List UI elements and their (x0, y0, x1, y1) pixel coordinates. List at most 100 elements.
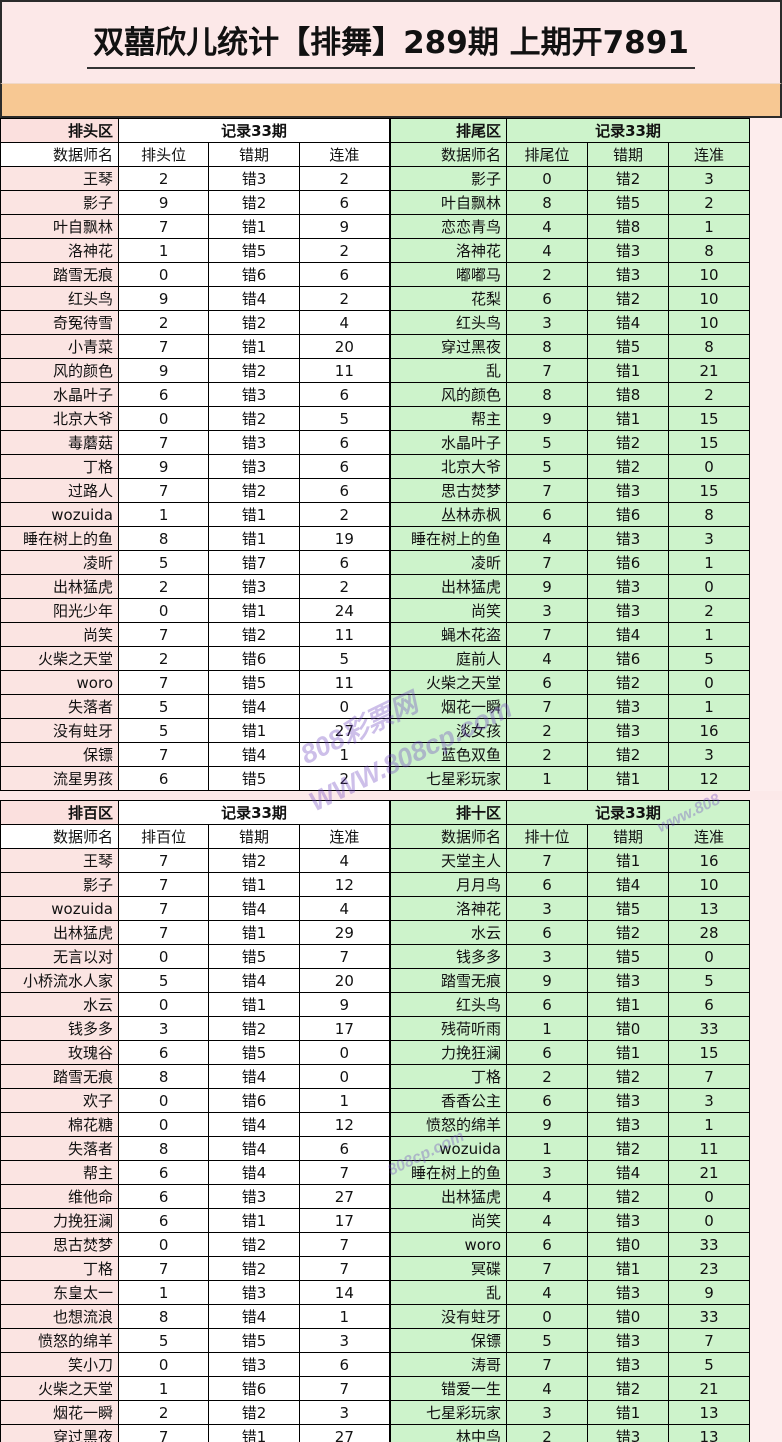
table-row[interactable]: 七星彩玩家 1 错1 12 (390, 766, 750, 791)
table-row[interactable]: 过路人 7 错2 6 (0, 478, 391, 503)
table-row[interactable]: 花梨 6 错2 10 (390, 286, 750, 311)
table-row[interactable]: 笑小刀 0 错3 6 (0, 1352, 391, 1377)
table-row[interactable]: 没有蛀牙 5 错1 27 (0, 718, 391, 743)
table-row[interactable]: 天堂主人 7 错1 16 (390, 848, 750, 873)
table-row[interactable]: 蝇木花盗 7 错4 1 (390, 622, 750, 647)
table-row[interactable]: 洛神花 3 错5 13 (390, 896, 750, 921)
table-row[interactable]: 力挽狂澜 6 错1 17 (0, 1208, 391, 1233)
table-row[interactable]: 出林猛虎 7 错1 29 (0, 920, 391, 945)
table-row[interactable]: 水晶叶子 5 错2 15 (390, 430, 750, 455)
table-row[interactable]: 踏雪无痕 9 错3 5 (390, 968, 750, 993)
table-row[interactable]: 踏雪无痕 8 错4 0 (0, 1064, 391, 1089)
table-row[interactable]: woro 7 错5 11 (0, 670, 391, 695)
table-row[interactable]: 丁格 9 错3 6 (0, 454, 391, 479)
table-row[interactable]: woro 6 错0 33 (390, 1232, 750, 1257)
table-row[interactable]: 月月鸟 6 错4 10 (390, 872, 750, 897)
table-row[interactable]: 淡女孩 2 错3 16 (390, 718, 750, 743)
table-row[interactable]: 失落者 5 错4 0 (0, 694, 391, 719)
table-row[interactable]: 失落者 8 错4 6 (0, 1136, 391, 1161)
table-row[interactable]: 小桥流水人家 5 错4 20 (0, 968, 391, 993)
table-row[interactable]: 风的颜色 8 错8 2 (390, 382, 750, 407)
table-row[interactable]: 烟花一瞬 2 错2 3 (0, 1400, 391, 1425)
table-row[interactable]: 北京大爷 5 错2 0 (390, 454, 750, 479)
table-row[interactable]: 北京大爷 0 错2 5 (0, 406, 391, 431)
table-row[interactable]: 香香公主 6 错3 3 (390, 1088, 750, 1113)
table-row[interactable]: 也想流浪 8 错4 1 (0, 1304, 391, 1329)
table-row[interactable]: 洛神花 4 错3 8 (390, 238, 750, 263)
table-row[interactable]: wozuida 7 错4 4 (0, 896, 391, 921)
table-row[interactable]: 残荷听雨 1 错0 33 (390, 1016, 750, 1041)
table-row[interactable]: 玫瑰谷 6 错5 0 (0, 1040, 391, 1065)
table-row[interactable]: 无言以对 0 错5 7 (0, 944, 391, 969)
table-row[interactable]: 保镖 7 错4 1 (0, 742, 391, 767)
table-row[interactable]: wozuida 1 错1 2 (0, 502, 391, 527)
table-row[interactable]: wozuida 1 错2 11 (390, 1136, 750, 1161)
table-row[interactable]: 出林猛虎 4 错2 0 (390, 1184, 750, 1209)
table-row[interactable]: 奇冤待雪 2 错2 4 (0, 310, 391, 335)
table-row[interactable]: 叶自飘林 8 错5 2 (390, 190, 750, 215)
table-row[interactable]: 七星彩玩家 3 错1 13 (390, 1400, 750, 1425)
table-row[interactable]: 王琴 2 错3 2 (0, 166, 391, 191)
table-row[interactable]: 红头鸟 6 错1 6 (390, 992, 750, 1017)
table-row[interactable]: 阳光少年 0 错1 24 (0, 598, 391, 623)
table-row[interactable]: 东皇太一 1 错3 14 (0, 1280, 391, 1305)
table-row[interactable]: 尚笑 7 错2 11 (0, 622, 391, 647)
table-row[interactable]: 恋恋青鸟 4 错8 1 (390, 214, 750, 239)
table-row[interactable]: 叶自飘林 7 错1 9 (0, 214, 391, 239)
table-row[interactable]: 凌昕 5 错7 6 (0, 550, 391, 575)
table-row[interactable]: 睡在树上的鱼 3 错4 21 (390, 1160, 750, 1185)
table-row[interactable]: 红头鸟 3 错4 10 (390, 310, 750, 335)
table-row[interactable]: 欢子 0 错6 1 (0, 1088, 391, 1113)
table-row[interactable]: 小青菜 7 错1 20 (0, 334, 391, 359)
table-row[interactable]: 棉花糖 0 错4 12 (0, 1112, 391, 1137)
table-row[interactable]: 睡在树上的鱼 8 错1 19 (0, 526, 391, 551)
table-row[interactable]: 错爱一生 4 错2 21 (390, 1376, 750, 1401)
table-row[interactable]: 尚笑 3 错3 2 (390, 598, 750, 623)
table-row[interactable]: 影子 9 错2 6 (0, 190, 391, 215)
table-row[interactable]: 乱 4 错3 9 (390, 1280, 750, 1305)
table-row[interactable]: 风的颜色 9 错2 11 (0, 358, 391, 383)
table-row[interactable]: 影子 0 错2 3 (390, 166, 750, 191)
table-row[interactable]: 穿过黑夜 8 错5 8 (390, 334, 750, 359)
table-row[interactable]: 穿过黑夜 7 错1 27 (0, 1424, 391, 1442)
table-row[interactable]: 出林猛虎 9 错3 0 (390, 574, 750, 599)
table-row[interactable]: 水云 6 错2 28 (390, 920, 750, 945)
table-row[interactable]: 踏雪无痕 0 错6 6 (0, 262, 391, 287)
table-row[interactable]: 维他命 6 错3 27 (0, 1184, 391, 1209)
table-row[interactable]: 冥碟 7 错1 23 (390, 1256, 750, 1281)
table-row[interactable]: 烟花一瞬 7 错3 1 (390, 694, 750, 719)
table-row[interactable]: 凌昕 7 错6 1 (390, 550, 750, 575)
table-row[interactable]: 帮主 9 错1 15 (390, 406, 750, 431)
table-row[interactable]: 思古焚梦 0 错2 7 (0, 1232, 391, 1257)
table-row[interactable]: 火柴之天堂 1 错6 7 (0, 1376, 391, 1401)
table-row[interactable]: 愤怒的绵羊 9 错3 1 (390, 1112, 750, 1137)
table-row[interactable]: 丛林赤枫 6 错6 8 (390, 502, 750, 527)
table-row[interactable]: 毒蘑菇 7 错3 6 (0, 430, 391, 455)
table-row[interactable]: 出林猛虎 2 错3 2 (0, 574, 391, 599)
table-row[interactable]: 流星男孩 6 错5 2 (0, 766, 391, 791)
table-row[interactable]: 火柴之天堂 2 错6 5 (0, 646, 391, 671)
table-row[interactable]: 水晶叶子 6 错3 6 (0, 382, 391, 407)
table-row[interactable]: 王琴 7 错2 4 (0, 848, 391, 873)
table-row[interactable]: 思古焚梦 7 错3 15 (390, 478, 750, 503)
table-row[interactable]: 火柴之天堂 6 错2 0 (390, 670, 750, 695)
table-row[interactable]: 帮主 6 错4 7 (0, 1160, 391, 1185)
table-row[interactable]: 尚笑 4 错3 0 (390, 1208, 750, 1233)
table-row[interactable]: 钱多多 3 错2 17 (0, 1016, 391, 1041)
table-row[interactable]: 庭前人 4 错6 5 (390, 646, 750, 671)
table-row[interactable]: 嘟嘟马 2 错3 10 (390, 262, 750, 287)
table-row[interactable]: 林中鸟 2 错3 13 (390, 1424, 750, 1442)
table-row[interactable]: 乱 7 错1 21 (390, 358, 750, 383)
table-row[interactable]: 丁格 2 错2 7 (390, 1064, 750, 1089)
table-row[interactable]: 水云 0 错1 9 (0, 992, 391, 1017)
table-row[interactable]: 影子 7 错1 12 (0, 872, 391, 897)
table-row[interactable]: 保镖 5 错3 7 (390, 1328, 750, 1353)
table-row[interactable]: 涛哥 7 错3 5 (390, 1352, 750, 1377)
table-row[interactable]: 力挽狂澜 6 错1 15 (390, 1040, 750, 1065)
table-row[interactable]: 睡在树上的鱼 4 错3 3 (390, 526, 750, 551)
table-row[interactable]: 红头鸟 9 错4 2 (0, 286, 391, 311)
table-row[interactable]: 蓝色双鱼 2 错2 3 (390, 742, 750, 767)
table-row[interactable]: 丁格 7 错2 7 (0, 1256, 391, 1281)
table-row[interactable]: 洛神花 1 错5 2 (0, 238, 391, 263)
table-row[interactable]: 钱多多 3 错5 0 (390, 944, 750, 969)
